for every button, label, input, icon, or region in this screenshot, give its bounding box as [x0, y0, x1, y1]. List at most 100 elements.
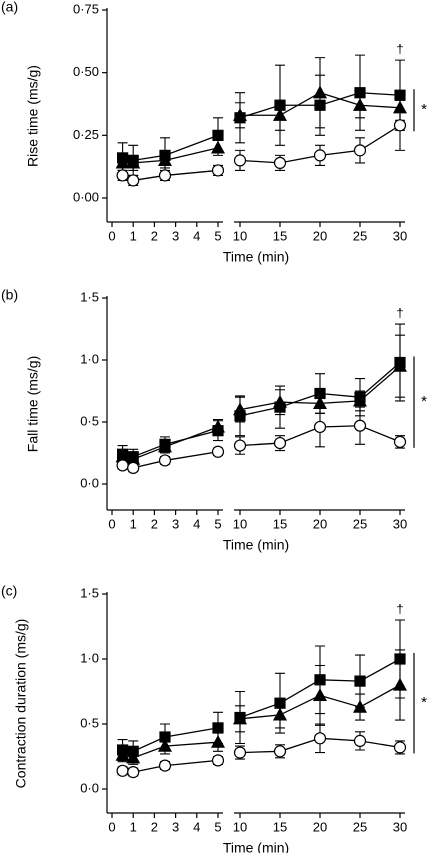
dagger-annotation: †: [396, 305, 403, 320]
panel-label: (b): [1, 287, 18, 303]
circle-marker: [273, 436, 287, 450]
y-tick-label: 0·5: [80, 715, 99, 730]
y-tick-label: 0·75: [73, 1, 99, 16]
triangle-marker: [232, 108, 248, 121]
x-tick-label: 15: [273, 819, 287, 834]
square-marker: [354, 675, 366, 687]
circle-marker: [353, 734, 367, 748]
x-axis-label: Time (min): [223, 840, 289, 853]
x-tick-label: 0: [108, 819, 115, 834]
y-axis-label: Rise time (ms/g): [25, 65, 41, 167]
series-line: [122, 147, 219, 164]
triangle-marker: [272, 394, 288, 408]
circle-marker: [211, 754, 225, 767]
circle-marker: [233, 439, 247, 452]
circle-marker: [158, 759, 172, 772]
x-tick-label: 30: [393, 516, 407, 531]
x-tick-label: 10: [233, 819, 247, 834]
dagger-annotation: †: [396, 601, 403, 616]
circle-marker: [116, 764, 129, 777]
triangle-marker: [115, 155, 130, 169]
circle-marker: [273, 745, 287, 758]
significance-annotation: *: [421, 393, 427, 410]
x-tick-label: 4: [193, 228, 200, 243]
y-tick-label: 0·0: [80, 475, 99, 490]
circle-marker: [233, 154, 247, 167]
circle-marker: [313, 732, 327, 745]
x-tick-label: 20: [313, 228, 327, 243]
x-tick-label: 2: [151, 819, 158, 834]
significance-annotation: *: [421, 694, 427, 711]
triangle-marker: [312, 85, 328, 99]
y-axis-label: Contraction duration (ms/g): [13, 619, 29, 789]
circle-marker: [313, 420, 327, 434]
circle-marker: [158, 454, 172, 467]
x-tick-label: 5: [214, 516, 221, 531]
x-tick-label: 5: [214, 819, 221, 834]
x-tick-label: 20: [313, 819, 327, 834]
circle-marker: [393, 741, 407, 754]
triangle-marker: [115, 747, 130, 761]
circle-marker: [393, 119, 407, 132]
x-tick-label: 2: [151, 228, 158, 243]
panel-label: (c): [1, 583, 17, 599]
triangle-marker: [210, 419, 226, 433]
x-tick-label: 25: [353, 228, 367, 243]
triangle-marker: [126, 155, 141, 169]
circle-marker: [211, 445, 225, 458]
y-tick-label: 0·25: [73, 127, 99, 142]
y-axis-label: Fall time (ms/g): [25, 356, 41, 452]
circle-marker: [273, 156, 287, 170]
y-tick-label: 1·5: [80, 289, 99, 304]
triangle-marker: [232, 402, 248, 416]
triangle-marker: [392, 358, 408, 372]
y-tick-label: 1·5: [80, 585, 99, 600]
circle-marker: [158, 169, 172, 182]
triangle-marker: [232, 711, 248, 725]
triangle-marker: [126, 750, 141, 764]
circle-marker: [127, 174, 140, 187]
panel-label: (a): [1, 0, 18, 15]
triangle-marker: [352, 98, 368, 111]
circle-marker: [233, 746, 247, 759]
triangle-marker: [352, 393, 368, 407]
x-tick-label: 10: [233, 516, 247, 531]
x-tick-label: 3: [172, 819, 179, 834]
y-tick-label: 0·00: [73, 189, 99, 204]
x-tick-label: 1: [130, 516, 137, 531]
x-tick-label: 15: [273, 516, 287, 531]
square-marker: [212, 722, 224, 734]
x-axis-label: Time (min): [223, 249, 289, 265]
circle-marker: [393, 435, 407, 448]
series-line: [122, 426, 219, 460]
circle-marker: [116, 169, 129, 182]
x-tick-label: 1: [130, 228, 137, 243]
x-tick-label: 25: [353, 516, 367, 531]
triangle-marker: [272, 108, 288, 121]
y-tick-label: 1·0: [80, 650, 99, 665]
x-tick-label: 20: [313, 516, 327, 531]
x-tick-label: 30: [393, 819, 407, 834]
triangle-marker: [157, 439, 173, 453]
x-tick-label: 25: [353, 819, 367, 834]
x-tick-label: 4: [193, 819, 200, 834]
circle-marker: [313, 149, 327, 162]
triangle-marker: [210, 140, 226, 154]
x-tick-label: 4: [193, 516, 200, 531]
x-tick-label: 3: [172, 516, 179, 531]
triangle-marker: [157, 153, 173, 166]
x-tick-label: 10: [233, 228, 247, 243]
x-tick-label: 15: [273, 228, 287, 243]
y-tick-label: 0·50: [73, 64, 99, 79]
significance-annotation: *: [421, 101, 427, 118]
triangle-marker: [272, 707, 288, 721]
y-tick-label: 1·0: [80, 351, 99, 366]
triangle-marker: [312, 688, 328, 701]
circle-marker: [211, 164, 225, 177]
circle-marker: [353, 144, 367, 157]
triangle-marker: [210, 734, 226, 748]
circle-marker: [116, 459, 129, 472]
x-tick-label: 0: [108, 516, 115, 531]
series-line: [122, 741, 219, 759]
